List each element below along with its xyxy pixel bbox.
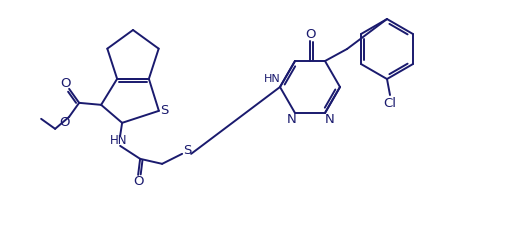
Text: S: S — [183, 144, 192, 157]
Text: N: N — [325, 114, 335, 126]
Text: O: O — [59, 116, 70, 129]
Text: N: N — [287, 114, 297, 126]
Text: HN: HN — [264, 74, 280, 84]
Text: Cl: Cl — [384, 97, 397, 110]
Text: O: O — [133, 175, 143, 188]
Text: HN: HN — [110, 134, 127, 147]
Text: O: O — [305, 27, 315, 40]
Text: O: O — [60, 77, 71, 90]
Text: S: S — [160, 104, 168, 117]
